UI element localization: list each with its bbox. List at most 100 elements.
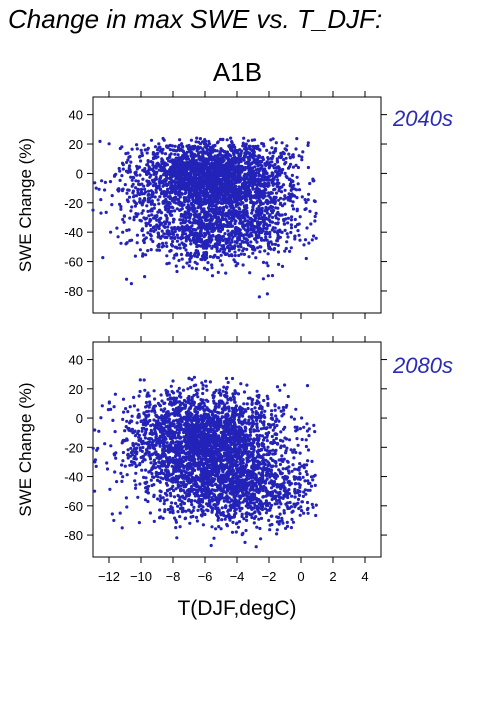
data-point [224,218,228,222]
data-point [232,151,236,155]
data-point [274,191,279,195]
data-point [308,209,312,213]
data-point [157,168,161,172]
scenario-label: A1B [212,57,263,87]
data-point [217,210,221,214]
data-point [207,142,212,146]
data-point [266,157,270,161]
data-point [137,394,141,398]
data-point [195,237,199,242]
data-point [182,196,186,200]
data-point [160,148,164,152]
data-point [132,215,136,219]
data-point [121,167,125,171]
data-point [261,260,266,264]
data-point [109,444,113,448]
data-point [98,139,102,143]
data-point [207,235,211,240]
data-point [254,231,258,235]
data-point [122,220,126,224]
data-point [179,252,184,257]
data-point [295,175,299,179]
data-point [255,162,259,166]
data-point [206,206,210,210]
data-point [131,195,136,199]
data-point [233,145,237,149]
data-point [219,157,223,161]
data-point [190,146,194,151]
data-point [131,175,135,179]
data-point [192,177,196,181]
data-point [160,234,164,238]
data-point [181,265,185,269]
data-point [127,155,131,159]
data-point [219,201,224,205]
data-point [177,143,181,147]
data-point [250,211,254,215]
data-point [262,213,266,217]
data-point [298,215,302,219]
data-point [188,220,192,224]
data-point [249,199,253,203]
data-point [138,155,142,159]
data-point [166,207,171,211]
data-point [275,160,280,164]
data-point [173,197,177,201]
data-point [202,162,206,166]
data-point [307,192,311,196]
data-point [240,239,244,244]
data-point [256,236,260,240]
data-point [261,169,265,173]
data-point [134,483,138,487]
data-point [178,147,182,151]
data-point [297,154,301,158]
data-point [169,179,174,183]
data-point [133,171,137,175]
data-point [287,152,291,156]
data-point [245,247,249,251]
data-point [287,165,292,169]
data-point [158,164,162,168]
data-point [103,442,107,446]
data-point [275,165,279,170]
data-point [100,179,104,183]
data-point [242,402,246,406]
data-point [167,169,171,173]
data-point [216,170,220,174]
data-point [157,242,161,246]
data-point [164,214,168,218]
data-point [265,211,269,215]
data-point [161,179,165,183]
data-point [249,240,253,244]
data-point [219,253,223,257]
data-point [258,404,262,408]
data-point [158,195,162,199]
data-point [225,214,229,218]
data-point [248,244,253,248]
data-point [303,198,307,202]
data-point [125,191,129,195]
y-tick-label: 40 [69,108,83,123]
figure-title: Change in max SWE vs. T_DJF: [8,4,383,34]
y-tick-label: -60 [64,255,83,270]
data-point [266,274,270,278]
data-point [231,160,235,164]
data-point [208,255,212,259]
data-point [155,162,159,166]
data-point [164,194,168,198]
data-point [195,255,199,259]
data-point [225,138,229,142]
data-point [238,242,243,246]
data-point [248,190,253,194]
data-point [121,230,125,234]
data-point [233,234,237,238]
data-point [239,221,243,225]
data-point [227,249,231,253]
data-point [222,171,226,175]
data-point [258,199,262,203]
data-point [288,249,292,253]
data-point [199,162,203,166]
data-point [179,237,183,241]
data-point [228,183,232,187]
data-point [217,220,221,224]
